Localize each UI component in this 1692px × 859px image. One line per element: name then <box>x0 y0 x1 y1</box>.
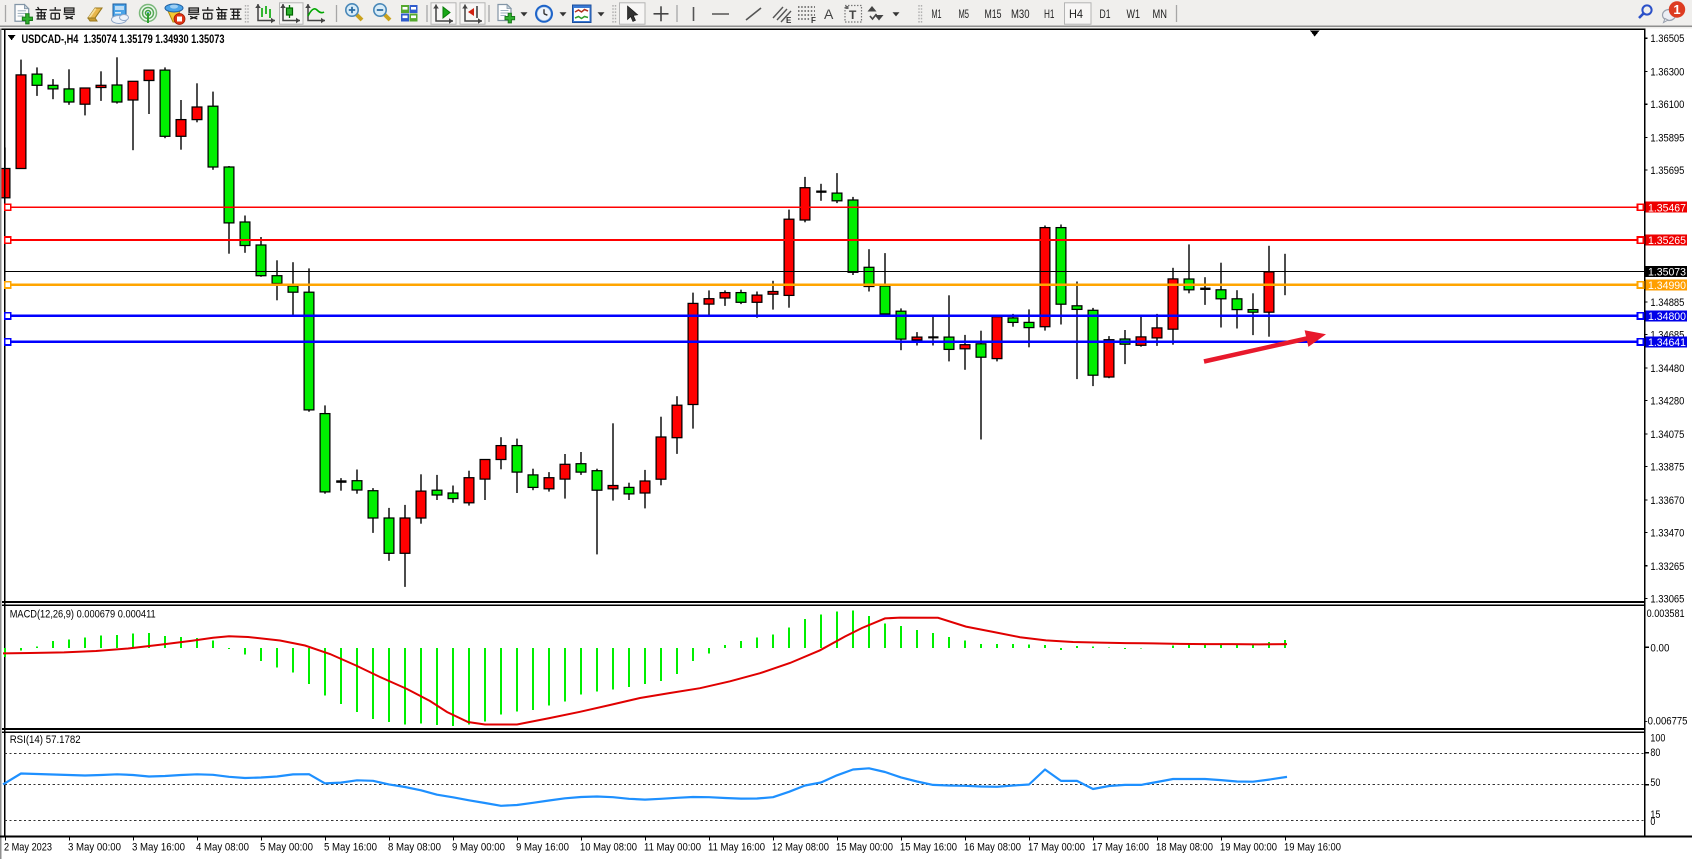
svg-text:17 May 16:00: 17 May 16:00 <box>1092 841 1149 853</box>
svg-text:W1: W1 <box>1127 7 1141 21</box>
svg-text:M1: M1 <box>932 7 942 21</box>
svg-text:-0.006775: -0.006775 <box>1645 715 1688 727</box>
svg-text:1.34990: 1.34990 <box>1648 280 1686 292</box>
svg-text:11 May 16:00: 11 May 16:00 <box>708 841 765 853</box>
svg-text:1.33670: 1.33670 <box>1650 495 1684 507</box>
svg-text:1: 1 <box>1673 2 1680 17</box>
svg-text:E: E <box>786 16 792 25</box>
svg-text:18 May 08:00: 18 May 08:00 <box>1156 841 1213 853</box>
svg-text:5 May 16:00: 5 May 16:00 <box>324 841 377 853</box>
svg-text:1.34075: 1.34075 <box>1650 429 1684 441</box>
svg-text:100: 100 <box>1650 733 1665 745</box>
svg-text:50: 50 <box>1650 777 1660 789</box>
svg-text:1.35073: 1.35073 <box>1648 267 1686 279</box>
svg-text:H1: H1 <box>1044 7 1055 21</box>
svg-text:1.35895: 1.35895 <box>1650 133 1684 145</box>
svg-text:0.003581: 0.003581 <box>1647 608 1685 620</box>
svg-text:4 May 08:00: 4 May 08:00 <box>196 841 249 853</box>
svg-text:MN: MN <box>1153 7 1168 21</box>
svg-text:M15: M15 <box>985 7 1002 21</box>
svg-text:15 May 00:00: 15 May 00:00 <box>836 841 893 853</box>
svg-text:1.33470: 1.33470 <box>1650 527 1684 539</box>
svg-text:1.34800: 1.34800 <box>1648 311 1686 323</box>
svg-text:11 May 00:00: 11 May 00:00 <box>644 841 701 853</box>
svg-text:T: T <box>849 8 857 22</box>
svg-text:1.36100: 1.36100 <box>1650 99 1684 111</box>
svg-text:0: 0 <box>1650 816 1655 828</box>
svg-text:1.36300: 1.36300 <box>1650 67 1684 79</box>
svg-text:0.00: 0.00 <box>1650 642 1669 654</box>
svg-text:8 May 08:00: 8 May 08:00 <box>388 841 441 853</box>
svg-text:12 May 08:00: 12 May 08:00 <box>772 841 829 853</box>
svg-text:1.34280: 1.34280 <box>1650 396 1684 408</box>
svg-text:RSI(14) 57.1782: RSI(14) 57.1782 <box>10 734 81 746</box>
svg-text:17 May 00:00: 17 May 00:00 <box>1028 841 1085 853</box>
svg-text:1.34641: 1.34641 <box>1648 337 1686 349</box>
svg-text:10 May 08:00: 10 May 08:00 <box>580 841 637 853</box>
svg-text:5 May 00:00: 5 May 00:00 <box>260 841 313 853</box>
svg-text:D1: D1 <box>1100 7 1111 21</box>
svg-text:A: A <box>824 6 834 22</box>
svg-text:1.33875: 1.33875 <box>1650 462 1684 474</box>
svg-text:1.33065: 1.33065 <box>1650 593 1684 605</box>
svg-text:1.36505: 1.36505 <box>1650 33 1684 45</box>
svg-text:15: 15 <box>1650 809 1660 821</box>
svg-text:USDCAD-,H4 1.35074 1.35179 1.: USDCAD-,H4 1.35074 1.35179 1.34930 1.350… <box>22 34 225 46</box>
svg-text:9 May 16:00: 9 May 16:00 <box>516 841 569 853</box>
svg-text:M30: M30 <box>1011 7 1030 21</box>
svg-text:3 May 00:00: 3 May 00:00 <box>68 841 121 853</box>
svg-text:19 May 00:00: 19 May 00:00 <box>1220 841 1277 853</box>
svg-text:80: 80 <box>1650 747 1660 759</box>
svg-text:3 May 16:00: 3 May 16:00 <box>132 841 185 853</box>
svg-text:16 May 08:00: 16 May 08:00 <box>964 841 1021 853</box>
svg-text:15 May 16:00: 15 May 16:00 <box>900 841 957 853</box>
svg-text:1.33265: 1.33265 <box>1650 561 1684 573</box>
svg-text:19 May 16:00: 19 May 16:00 <box>1284 841 1341 853</box>
svg-text:9 May 00:00: 9 May 00:00 <box>452 841 505 853</box>
svg-text:1.34480: 1.34480 <box>1650 363 1684 375</box>
svg-text:1.35265: 1.35265 <box>1648 235 1686 247</box>
svg-text:M5: M5 <box>959 7 970 21</box>
svg-text:MACD(12,26,9) 0.000679 0.00041: MACD(12,26,9) 0.000679 0.000411 <box>10 609 156 621</box>
svg-text:2 May 2023: 2 May 2023 <box>4 841 52 853</box>
svg-text:F: F <box>811 16 816 25</box>
svg-text:1.35467: 1.35467 <box>1648 202 1686 214</box>
svg-text:1.35695: 1.35695 <box>1650 165 1684 177</box>
svg-text:1.34885: 1.34885 <box>1650 297 1684 309</box>
svg-text:H4: H4 <box>1069 7 1083 21</box>
